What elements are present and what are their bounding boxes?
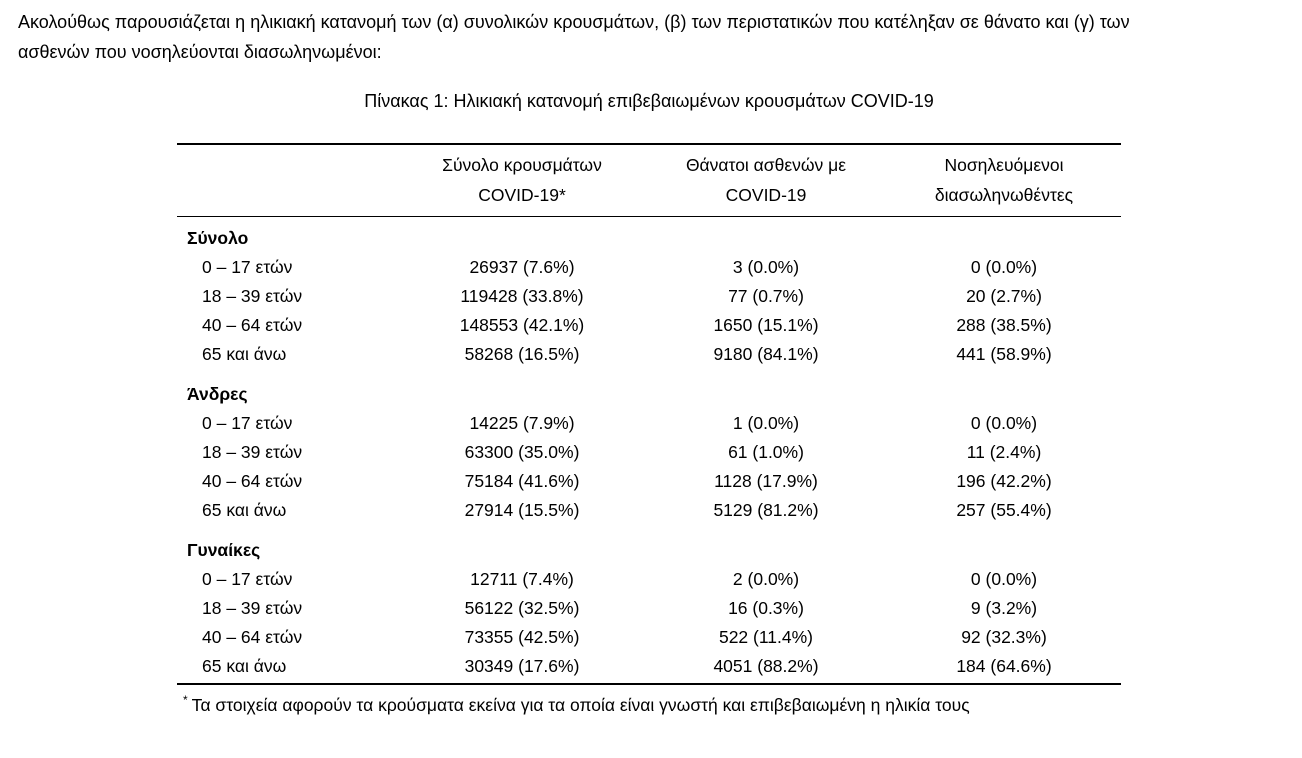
column-header-deaths: Θάνατοι ασθενών με COVID-19 xyxy=(645,144,887,217)
intubated-cell: 0 (0.0%) xyxy=(970,569,1038,589)
intro-paragraph: Ακολούθως παρουσιάζεται η ηλικιακή καταν… xyxy=(18,7,1284,67)
age-cell: 18 – 39 ετών xyxy=(202,598,303,618)
table-row: 18 – 39 ετών 63300 (35.0%) 61 (1.0%) 11 (2.… xyxy=(177,438,1121,467)
column-header-intubated-line2: διασωληνωθέντες xyxy=(934,185,1074,205)
intubated-cell: 0 (0.0%) xyxy=(970,413,1038,433)
table-row: 0 – 17 ετών 12711 (7.4%) 2 (0.0%) 0 (0.0%) xyxy=(177,565,1121,594)
age-cell: 40 – 64 ετών xyxy=(202,315,303,335)
column-header-deaths-line2: COVID-19 xyxy=(725,185,807,205)
covid-age-distribution-table: Σύνολο κρουσμάτων COVID-19* Θάνατοι ασθε… xyxy=(177,143,1121,685)
cases-cell: 14225 (7.9%) xyxy=(469,413,575,433)
footnote-asterisk: * xyxy=(183,693,188,708)
cases-cell: 148553 (42.1%) xyxy=(459,315,585,335)
table-row: 40 – 64 ετών 75184 (41.6%) 1128 (17.9%) 196… xyxy=(177,467,1121,496)
table-row: 0 – 17 ετών 14225 (7.9%) 1 (0.0%) 0 (0.0%) xyxy=(177,409,1121,438)
column-header-total-cases-line1: Σύνολο κρουσμάτων xyxy=(442,155,602,175)
intubated-cell: 184 (64.6%) xyxy=(956,656,1052,676)
table-title: Πίνακας 1: Ηλικιακή κατανομή επιβεβαιωμέ… xyxy=(364,91,934,111)
deaths-cell: 2 (0.0%) xyxy=(732,569,800,589)
cases-cell: 56122 (32.5%) xyxy=(464,598,580,618)
cases-cell: 75184 (41.6%) xyxy=(464,471,580,491)
intubated-cell: 0 (0.0%) xyxy=(970,257,1038,277)
intubated-cell: 9 (3.2%) xyxy=(970,598,1038,618)
cases-cell: 27914 (15.5%) xyxy=(464,500,580,520)
table-body: Σύνολο 0 – 17 ετών 26937 (7.6%) 3 (0.0%) 0 (… xyxy=(177,217,1121,685)
intubated-cell: 441 (58.9%) xyxy=(956,344,1052,364)
table-row: 18 – 39 ετών 56122 (32.5%) 16 (0.3%) 9 (3.2… xyxy=(177,594,1121,623)
section-label: Σύνολο xyxy=(187,228,249,248)
age-cell: 65 και άνω xyxy=(202,344,287,364)
section-header-row: Άνδρες xyxy=(177,371,1121,409)
table-row: 65 και άνω 27914 (15.5%) 5129 (81.2%) 257 (… xyxy=(177,496,1121,527)
section-header-row: Σύνολο xyxy=(177,217,1121,254)
deaths-cell: 1650 (15.1%) xyxy=(713,315,819,335)
column-header-empty xyxy=(177,144,399,217)
age-cell: 0 – 17 ετών xyxy=(202,413,293,433)
age-cell: 65 και άνω xyxy=(202,500,287,520)
table-footnote: * Τα στοιχεία αφορούν τα κρούσματα εκείνα… xyxy=(177,692,1121,718)
column-header-intubated-line1: Νοσηλευόμενοι xyxy=(944,155,1064,175)
cases-cell: 12711 (7.4%) xyxy=(470,569,574,589)
age-cell: 40 – 64 ετών xyxy=(202,471,303,491)
deaths-cell: 4051 (88.2%) xyxy=(713,656,819,676)
deaths-cell: 61 (1.0%) xyxy=(728,442,804,462)
intubated-cell: 20 (2.7%) xyxy=(966,286,1042,306)
column-header-total-cases-line2: COVID-19* xyxy=(478,185,566,205)
table-row: 18 – 39 ετών 119428 (33.8%) 77 (0.7%) 20 (2… xyxy=(177,282,1121,311)
deaths-cell: 5129 (81.2%) xyxy=(713,500,819,520)
cases-cell: 30349 (17.6%) xyxy=(464,656,580,676)
intro-line-2: ασθενών που νοσηλεύονται διασωληνωμένοι: xyxy=(18,42,382,62)
deaths-cell: 9180 (84.1%) xyxy=(713,344,819,364)
section-label: Γυναίκες xyxy=(187,540,261,560)
deaths-cell: 1 (0.0%) xyxy=(732,413,800,433)
table-header: Σύνολο κρουσμάτων COVID-19* Θάνατοι ασθε… xyxy=(177,144,1121,217)
deaths-cell: 522 (11.4%) xyxy=(718,627,814,647)
column-header-total-cases: Σύνολο κρουσμάτων COVID-19* xyxy=(399,144,645,217)
deaths-cell: 16 (0.3%) xyxy=(728,598,804,618)
table-row: 40 – 64 ετών 73355 (42.5%) 522 (11.4%) 92 (… xyxy=(177,623,1121,652)
deaths-cell: 3 (0.0%) xyxy=(732,257,800,277)
age-cell: 0 – 17 ετών xyxy=(202,257,293,277)
age-cell: 65 και άνω xyxy=(202,656,287,676)
age-cell: 18 – 39 ετών xyxy=(202,442,303,462)
table-container: Πίνακας 1: Ηλικιακή κατανομή επιβεβαιωμέ… xyxy=(177,90,1121,718)
cases-cell: 26937 (7.6%) xyxy=(469,257,575,277)
table-row: 65 και άνω 58268 (16.5%) 9180 (84.1%) 441 (… xyxy=(177,340,1121,371)
age-cell: 40 – 64 ετών xyxy=(202,627,303,647)
intro-line-1: Ακολούθως παρουσιάζεται η ηλικιακή καταν… xyxy=(18,12,1130,32)
cases-cell: 58268 (16.5%) xyxy=(464,344,580,364)
table-row: 0 – 17 ετών 26937 (7.6%) 3 (0.0%) 0 (0.0%) xyxy=(177,253,1121,282)
intubated-cell: 257 (55.4%) xyxy=(956,500,1052,520)
section-header-row: Γυναίκες xyxy=(177,527,1121,565)
header-row: Σύνολο κρουσμάτων COVID-19* Θάνατοι ασθε… xyxy=(177,144,1121,217)
intubated-cell: 11 (2.4%) xyxy=(966,442,1042,462)
intubated-cell: 92 (32.3%) xyxy=(961,627,1047,647)
deaths-cell: 1128 (17.9%) xyxy=(714,471,818,491)
cases-cell: 119428 (33.8%) xyxy=(460,286,584,306)
section-label: Άνδρες xyxy=(187,384,248,404)
cases-cell: 73355 (42.5%) xyxy=(464,627,580,647)
footnote-text: Τα στοιχεία αφορούν τα κρούσματα εκείνα … xyxy=(191,695,970,715)
intubated-cell: 196 (42.2%) xyxy=(956,471,1052,491)
column-header-intubated: Νοσηλευόμενοι διασωληνωθέντες xyxy=(887,144,1121,217)
intubated-cell: 288 (38.5%) xyxy=(956,315,1052,335)
table-row: 65 και άνω 30349 (17.6%) 4051 (88.2%) 184 (… xyxy=(177,652,1121,684)
age-cell: 18 – 39 ετών xyxy=(202,286,303,306)
table-row: 40 – 64 ετών 148553 (42.1%) 1650 (15.1%) 28… xyxy=(177,311,1121,340)
cases-cell: 63300 (35.0%) xyxy=(464,442,580,462)
age-cell: 0 – 17 ετών xyxy=(202,569,293,589)
column-header-deaths-line1: Θάνατοι ασθενών με xyxy=(685,155,847,175)
deaths-cell: 77 (0.7%) xyxy=(728,286,804,306)
